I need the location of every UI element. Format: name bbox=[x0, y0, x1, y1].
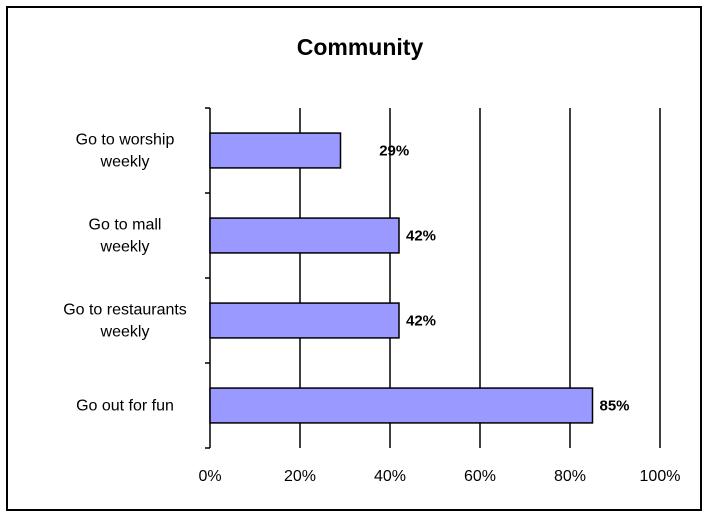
bar bbox=[209, 387, 594, 424]
data-labels: 29% 42% 42% 85% bbox=[379, 143, 629, 415]
category-label-line: weekly bbox=[100, 239, 150, 256]
category-label-line: Go to restaurants bbox=[63, 302, 187, 319]
data-label: 29% bbox=[379, 143, 409, 160]
chart-frame bbox=[6, 6, 702, 511]
x-tick-label: 20% bbox=[284, 468, 316, 485]
category-label: Go out for fun bbox=[76, 398, 174, 415]
bars bbox=[209, 132, 594, 424]
chart-title: Community bbox=[297, 34, 424, 60]
bar bbox=[209, 217, 400, 254]
x-tick-labels: 0% 20% 40% 60% 80% 100% bbox=[198, 468, 680, 485]
category-label-line: Go out for fun bbox=[76, 398, 174, 415]
x-tick-label: 0% bbox=[198, 468, 221, 485]
data-label: 85% bbox=[600, 398, 630, 415]
category-label-line: Go to mall bbox=[89, 217, 162, 234]
category-label-line: weekly bbox=[100, 324, 150, 341]
category-label-line: weekly bbox=[100, 154, 150, 171]
x-tick-label: 100% bbox=[640, 468, 681, 485]
x-tick-label: 40% bbox=[374, 468, 406, 485]
category-label: Go to worship weekly bbox=[76, 132, 175, 171]
bar bbox=[209, 302, 400, 339]
category-label-line: Go to worship bbox=[76, 132, 175, 149]
x-tick-label: 80% bbox=[554, 468, 586, 485]
x-tick-label: 60% bbox=[464, 468, 496, 485]
data-label: 42% bbox=[406, 228, 436, 245]
bar bbox=[209, 132, 342, 169]
category-label: Go to restaurants weekly bbox=[63, 302, 187, 341]
data-label: 42% bbox=[406, 313, 436, 330]
category-label: Go to mall weekly bbox=[89, 217, 162, 256]
